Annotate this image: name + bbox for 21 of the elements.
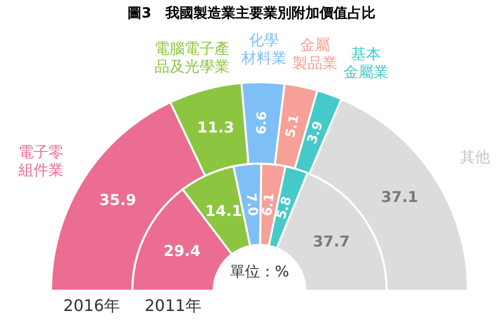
chart-title: 圖3 我國製造業主要業別附加價值占比: [128, 4, 376, 22]
data-label: 6.6: [254, 111, 270, 135]
slice-label: 2011年: [144, 296, 202, 315]
data-label: 5.8: [274, 194, 296, 222]
text: 單位：%: [230, 262, 290, 281]
slice-label: 2016年: [63, 296, 120, 315]
data-label: 11.3: [197, 118, 234, 137]
slice-label: 其他: [460, 148, 490, 166]
data-label: 35.9: [99, 190, 136, 209]
slice-label: 電腦電子產品及光學業: [154, 39, 230, 76]
data-label: 37.7: [312, 232, 350, 250]
slice-label: 化學材料業: [240, 31, 286, 68]
slice-label: 金屬製品業: [292, 36, 338, 72]
data-label: 29.4: [164, 242, 201, 260]
data-label: 7.0: [242, 192, 260, 217]
data-label: 37.1: [381, 188, 418, 206]
slice-label: 基本金屬業: [343, 45, 388, 82]
data-label: 5.1: [283, 113, 303, 140]
data-label: 3.9: [304, 119, 327, 146]
slice-label: 電子零組件業: [18, 142, 64, 179]
data-label: 14.1: [205, 202, 242, 220]
